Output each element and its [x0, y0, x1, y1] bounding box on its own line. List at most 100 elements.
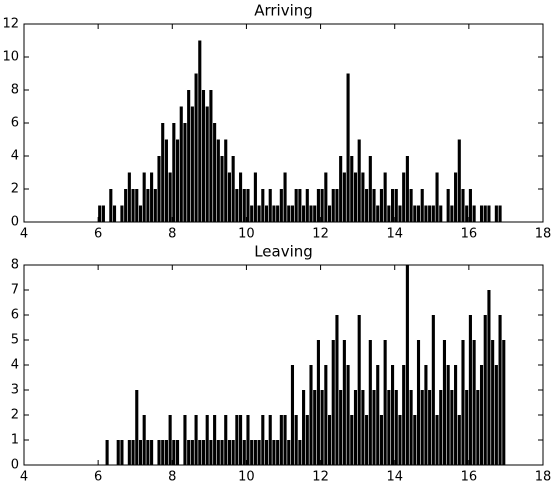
y-tick-label: 7 [11, 283, 19, 298]
bar [327, 415, 332, 465]
bar [253, 172, 257, 222]
bar [131, 189, 135, 222]
bar [127, 440, 131, 465]
bar [138, 205, 143, 222]
bar [302, 205, 306, 222]
bar [150, 172, 154, 222]
bar [220, 156, 224, 222]
bar [283, 415, 287, 465]
bar [187, 90, 191, 222]
bar [294, 189, 298, 222]
bar [101, 205, 105, 222]
bar [361, 390, 365, 465]
bar [405, 156, 409, 222]
bar [365, 189, 369, 222]
bar [298, 440, 302, 465]
bar [309, 205, 313, 222]
bar [157, 156, 161, 222]
bar [346, 73, 350, 222]
x-tick-label: 12 [312, 227, 329, 242]
bar [305, 189, 309, 222]
bar [409, 189, 413, 222]
bar [298, 189, 302, 222]
bar [179, 106, 183, 222]
bar [394, 390, 398, 465]
bar [246, 415, 250, 465]
bar [372, 390, 376, 465]
bar [413, 205, 417, 222]
bar [454, 172, 458, 222]
y-tick-label: 4 [11, 149, 19, 164]
bar [168, 415, 172, 465]
bar [287, 440, 291, 465]
bar [227, 172, 231, 222]
bar [479, 205, 484, 222]
chart-title: Arriving [254, 2, 313, 20]
y-tick-label: 2 [11, 182, 19, 197]
bar [131, 440, 135, 465]
bar [172, 123, 176, 222]
bar [120, 205, 124, 222]
bar [331, 340, 335, 465]
bar [339, 156, 343, 222]
bar [112, 205, 117, 222]
bar [216, 440, 220, 465]
x-tick-label: 6 [94, 470, 102, 485]
bar [198, 440, 202, 465]
bar [405, 265, 409, 465]
y-tick-label: 10 [2, 50, 19, 65]
bar [346, 365, 350, 465]
y-tick-label: 0 [11, 458, 19, 473]
bar [190, 106, 194, 222]
bar [309, 365, 313, 465]
bar [435, 172, 439, 222]
y-tick-label: 4 [11, 358, 19, 373]
bar [424, 365, 428, 465]
bar [201, 440, 206, 465]
bar [324, 365, 328, 465]
bar [213, 123, 217, 222]
bar [428, 390, 432, 465]
bar [402, 365, 406, 465]
bar [261, 415, 265, 465]
x-tick-label: 6 [94, 227, 102, 242]
bar [416, 205, 421, 222]
bar [98, 205, 102, 222]
bar [498, 205, 502, 222]
bar [372, 189, 376, 222]
bar [261, 189, 265, 222]
bar [428, 205, 432, 222]
bar [209, 440, 213, 465]
bar [446, 189, 450, 222]
bar [350, 156, 354, 222]
bar [313, 390, 317, 465]
bar [175, 139, 180, 222]
bar [135, 189, 139, 222]
bar [476, 390, 480, 465]
bar [290, 365, 295, 465]
bar [483, 315, 487, 465]
bar [187, 440, 191, 465]
bar [153, 189, 157, 222]
bar [468, 189, 472, 222]
bar [457, 415, 461, 465]
bar [290, 205, 295, 222]
bar [172, 440, 176, 465]
bar [424, 205, 428, 222]
bar [109, 189, 113, 222]
bar [201, 90, 206, 222]
bar [168, 172, 172, 222]
y-tick-label: 0 [11, 215, 19, 230]
x-tick-label: 8 [168, 227, 176, 242]
bar [327, 205, 332, 222]
y-tick-label: 6 [11, 116, 19, 131]
bar [398, 415, 402, 465]
bar [353, 390, 358, 465]
bar [279, 189, 283, 222]
bar [468, 315, 472, 465]
bar [450, 205, 454, 222]
y-tick-label: 3 [11, 383, 19, 398]
bar [357, 139, 361, 222]
bar [231, 156, 235, 222]
